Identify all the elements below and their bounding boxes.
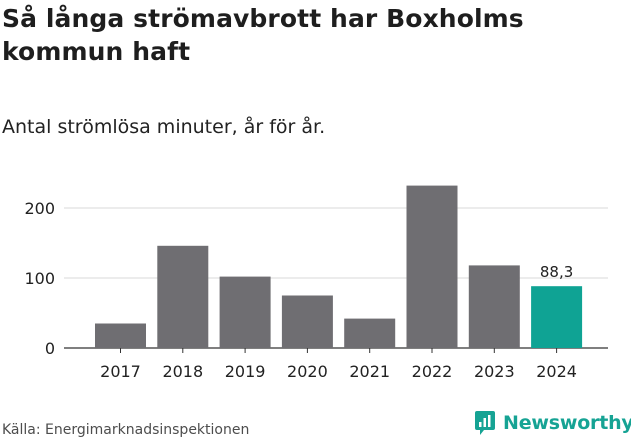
x-tick-label: 2020: [287, 362, 328, 381]
y-axis-ticks: 0 100 200: [24, 199, 55, 358]
bar-2023: [468, 265, 520, 348]
data-labels: 88,3: [540, 263, 573, 281]
x-axis-ticks: 2017 2018 2019 2020 2021 2022 2023 2024: [100, 348, 577, 381]
bar-2018: [157, 245, 209, 348]
newsworthy-logo-icon: [475, 411, 495, 435]
bar-2017: [95, 323, 146, 348]
x-tick-label: 2021: [349, 362, 390, 381]
x-tick-label: 2019: [225, 362, 266, 381]
bars: [95, 185, 583, 348]
y-tick-label: 100: [24, 269, 55, 288]
newsworthy-logo: Newsworthy: [474, 408, 631, 438]
bar-2019: [219, 276, 271, 348]
chart-subtitle: Antal strömlösa minuter, år för år.: [2, 116, 326, 138]
x-tick-label: 2023: [474, 362, 515, 381]
data-label: 88,3: [540, 263, 573, 281]
brand-name: Newsworthy: [503, 412, 631, 434]
source-note: Källa: Energimarknadsinspektionen: [2, 422, 250, 438]
bar-2020: [281, 295, 333, 348]
y-tick-label: 200: [24, 199, 55, 218]
bar-2022: [406, 185, 458, 348]
x-tick-label: 2018: [162, 362, 203, 381]
bar-2024: [531, 286, 583, 348]
y-tick-label: 0: [45, 339, 55, 358]
x-tick-label: 2024: [536, 362, 577, 381]
x-tick-label: 2022: [412, 362, 453, 381]
chart-title: Så långa strömavbrott har Boxholms kommu…: [2, 4, 524, 66]
bar-2021: [344, 318, 396, 348]
x-tick-label: 2017: [100, 362, 141, 381]
